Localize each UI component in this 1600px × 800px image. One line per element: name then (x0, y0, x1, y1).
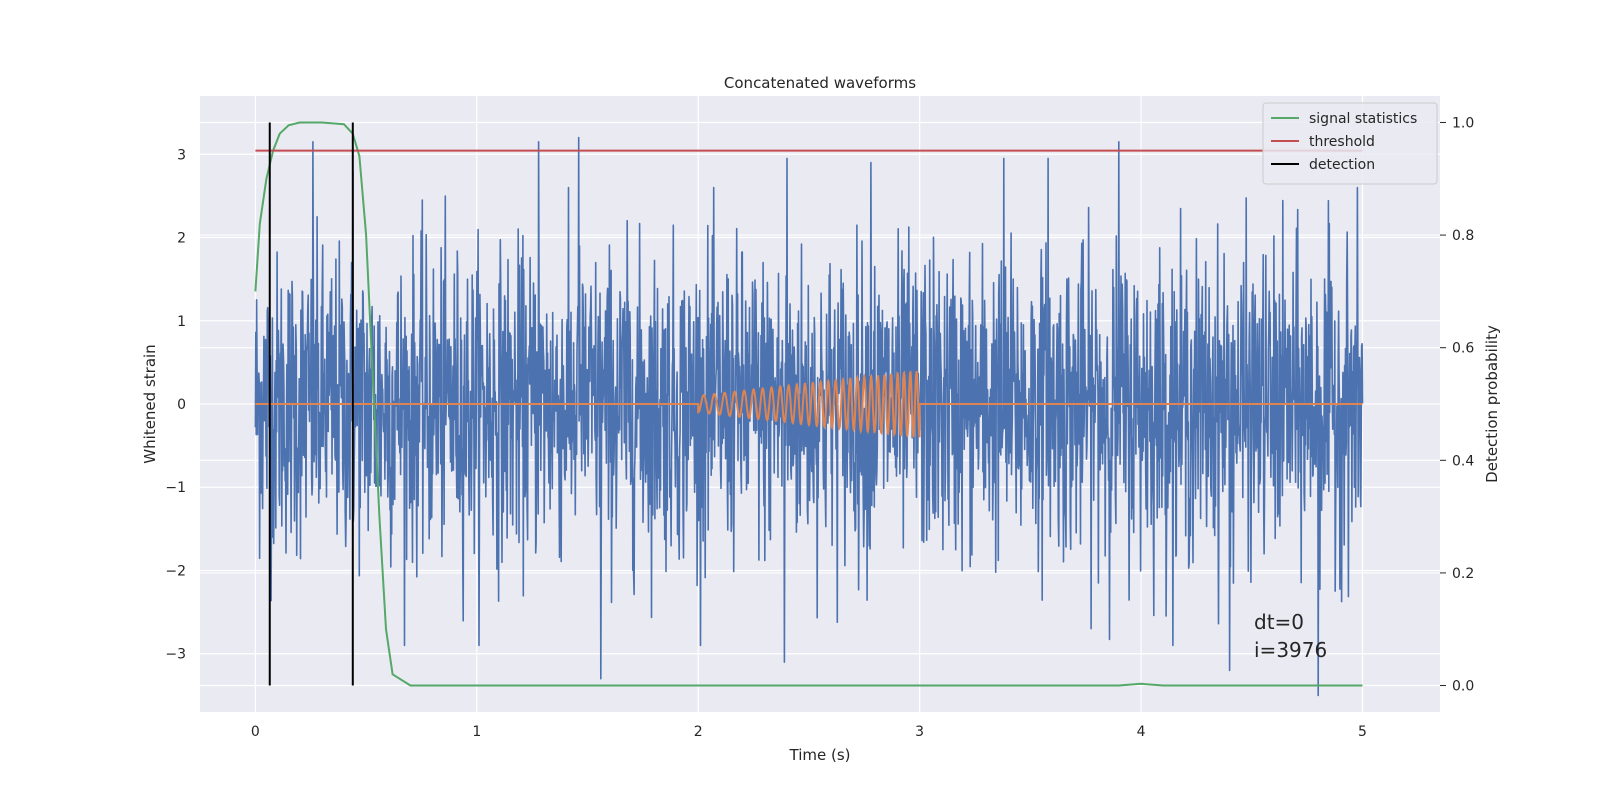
axis-ticks: 0 1 2 3 4 5 −3 −2 −1 0 1 2 3 0.0 0.2 0.4 0.6 0.8 1.0 (165, 115, 1474, 740)
y2-tick-label: 0.4 (1452, 453, 1474, 469)
y-axis-label: Whitened strain (141, 344, 159, 463)
y2-tick-label: 1.0 (1452, 115, 1474, 131)
y2-tick-label: 0.8 (1452, 228, 1474, 244)
x-tick-label: 5 (1358, 724, 1367, 740)
x-tick-label: 4 (1137, 724, 1146, 740)
y-tick-label: −3 (165, 647, 186, 663)
x-axis-label: Time (s) (789, 746, 851, 764)
y-tick-label: −2 (165, 563, 186, 579)
signal-statistics-line (254, 121, 1363, 687)
data-series (254, 121, 1364, 697)
template-chirp-line (255, 370, 1363, 439)
legend-label: signal statistics (1309, 111, 1417, 127)
y2-tick-label: 0.6 (1452, 341, 1474, 357)
y-tick-label: 3 (177, 147, 186, 163)
x-tick-label: 0 (251, 724, 260, 740)
annotation-group: dt=0 i=3976 (1254, 610, 1327, 662)
x-tick-label: 1 (472, 724, 481, 740)
annotation-index: i=3976 (1254, 638, 1327, 662)
legend-label: threshold (1309, 134, 1375, 150)
y-tick-label: 0 (177, 397, 186, 413)
y-tick-label: 2 (177, 231, 186, 247)
legend: signal statistics threshold detection (1262, 102, 1438, 185)
annotation-dt: dt=0 (1254, 610, 1304, 634)
legend-label: detection (1309, 157, 1375, 173)
y2-tick-label: 0.0 (1452, 679, 1474, 695)
x-tick-label: 3 (915, 724, 924, 740)
legend-box (1262, 102, 1438, 185)
x-tick-label: 2 (694, 724, 703, 740)
chart-title: Concatenated waveforms (724, 74, 916, 92)
y-tick-label: 1 (177, 314, 186, 330)
y-tick-label: −1 (165, 480, 186, 496)
y2-tick-label: 0.2 (1452, 566, 1474, 582)
y2-axis-label: Detection probability (1483, 325, 1501, 483)
